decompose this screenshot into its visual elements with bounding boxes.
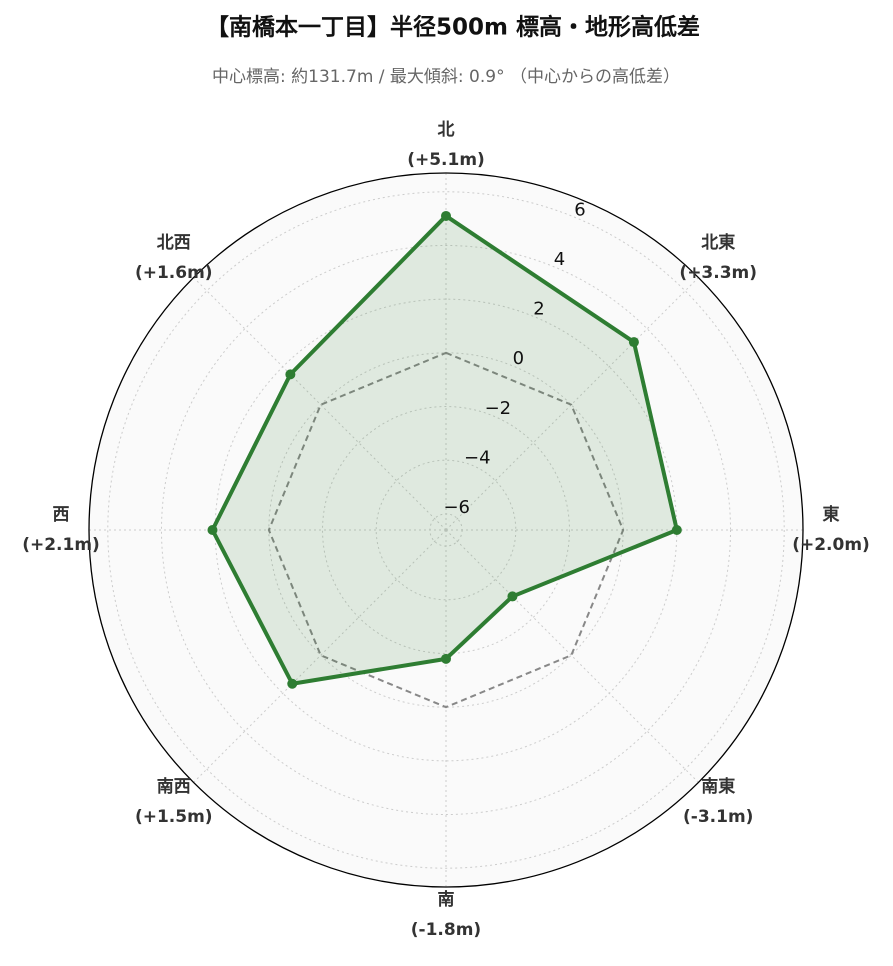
r-tick-label: −4	[464, 447, 491, 468]
data-point	[441, 210, 451, 221]
data-point	[285, 369, 296, 380]
grid-ring	[322, 406, 570, 654]
category-label: 南西	[157, 776, 191, 797]
chart-title: 【南橋本一丁目】半径500m 標高・地形高低差	[206, 14, 700, 41]
r-tick-label: 6	[574, 199, 585, 220]
chart-subtitle: 中心標高: 約131.7m / 最大傾斜: 0.9° （中心からの高低差）	[212, 67, 680, 87]
category-label: 南	[438, 889, 455, 910]
data-point	[628, 337, 639, 348]
reference-line	[267, 351, 625, 709]
data-point	[671, 525, 682, 535]
value-label: (+3.3m)	[679, 263, 757, 283]
r-tick-label: −6	[443, 497, 470, 518]
grid-ring	[375, 459, 517, 601]
r-tick-label: 4	[554, 249, 565, 270]
value-label: (+5.1m)	[407, 150, 485, 170]
category-label: 北東	[701, 232, 735, 253]
value-label: (+2.0m)	[792, 535, 870, 555]
r-tick-label: 2	[533, 299, 544, 320]
category-label: 北西	[157, 233, 191, 253]
value-label: (+2.1m)	[22, 535, 100, 555]
value-label: (+1.6m)	[135, 263, 213, 283]
category-label: 北	[438, 120, 455, 140]
data-point	[441, 653, 451, 664]
grid-ring	[160, 244, 732, 816]
category-label: 東	[823, 504, 840, 525]
plot-border	[88, 172, 804, 888]
category-label: 南東	[701, 776, 735, 797]
value-label: (+1.5m)	[135, 807, 213, 827]
r-tick-label: 0	[513, 348, 524, 369]
grid-ring	[107, 191, 785, 869]
category-label: 西	[53, 505, 70, 525]
data-point	[207, 525, 218, 535]
data-point	[287, 678, 298, 689]
value-label: (-1.8m)	[411, 920, 481, 940]
value-label: (-3.1m)	[683, 807, 753, 827]
r-tick-label: −2	[485, 398, 512, 419]
data-point	[507, 591, 518, 602]
